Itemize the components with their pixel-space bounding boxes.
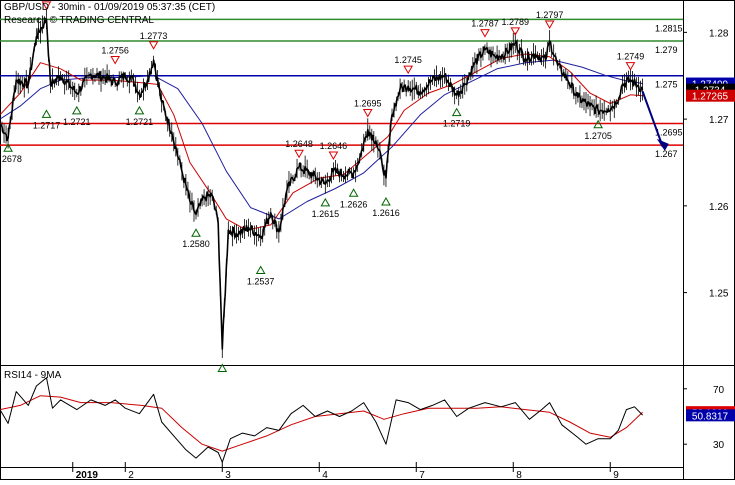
high-marker-label: 1.2789 [502, 17, 530, 27]
low-marker-icon [381, 196, 391, 206]
rsi-line [0, 377, 643, 463]
y-tick-label: 1.25 [709, 289, 729, 300]
low-marker-label: 1.2719 [443, 119, 471, 129]
high-marker-icon [544, 20, 555, 29]
y-tick-label: 1.28 [709, 28, 729, 39]
rsi-badge-50.8317 [686, 409, 735, 422]
y-tick-label: 1.27 [709, 115, 729, 126]
high-marker-label: 1.2695 [354, 98, 382, 108]
forecast-arrow-icon [656, 138, 669, 151]
high-marker-icon [510, 27, 521, 36]
high-marker-label: 1.2773 [140, 31, 168, 41]
high-marker-label: 1.2819 [33, 0, 61, 1]
low-marker-label: 1.2721 [126, 117, 154, 127]
low-marker-icon [320, 197, 331, 207]
low-marker-label: 1.2705 [584, 131, 612, 141]
low-marker-icon [3, 143, 13, 152]
low-marker-icon [348, 188, 359, 197]
x-tick-label-7: 7 [419, 470, 425, 480]
low-marker-label: 1.2580 [182, 239, 210, 249]
low-marker-label: 1.2717 [33, 120, 61, 130]
x-tick-label-8: 8 [516, 470, 522, 480]
high-marker-label: 1.2745 [394, 55, 422, 65]
price-badge-1.27265 [686, 89, 735, 102]
rsi-badge-text-50.8317: 50.8317 [692, 411, 729, 422]
level-label-1.267: 1.267 [655, 149, 678, 159]
level-label-1.2695: 1.2695 [655, 127, 683, 137]
high-marker-icon [625, 62, 636, 71]
high-marker-icon [110, 56, 121, 65]
low-marker-icon [217, 363, 228, 373]
low-marker-icon [451, 107, 462, 117]
high-marker-icon [41, 1, 52, 10]
low-marker-icon [41, 109, 52, 118]
low-marker-icon [134, 105, 145, 115]
low-marker-label: 1.2537 [247, 277, 275, 287]
high-marker-icon [328, 151, 339, 160]
low-marker-label: 1.2626 [340, 199, 368, 209]
rsi-panel: RSI14 - 9MA703053.128950.8317 [0, 370, 735, 463]
high-marker-label: 1.2797 [536, 10, 564, 20]
y-tick-label: 1.26 [709, 202, 729, 213]
low-marker-label: 1.2616 [372, 208, 400, 218]
chart-title: GBP/USD - 30min - 01/09/2019 05:37:35 (C… [4, 2, 215, 13]
level-label-1.275: 1.275 [655, 80, 678, 90]
level-label-1.279: 1.279 [655, 45, 678, 55]
high-marker-icon [403, 65, 414, 75]
low-marker-label: 1.2678 [0, 154, 22, 164]
price-badge-text-1.27265: 1.27265 [692, 92, 729, 103]
high-marker-label: 1.2749 [617, 52, 645, 62]
forecast-line [641, 91, 664, 148]
x-tick-label-3: 3 [225, 470, 231, 480]
x-tick-label-9: 9 [613, 470, 619, 480]
rsi-title: RSI14 - 9MA [4, 370, 62, 381]
x-tick-label-2: 2 [128, 470, 134, 480]
x-tick-label-2019: 2019 [76, 470, 99, 480]
rsi-tick-label: 70 [713, 385, 725, 396]
high-marker-label: 1.2787 [471, 19, 499, 29]
high-marker-icon [362, 108, 373, 118]
low-marker-icon [191, 228, 201, 237]
low-marker-icon [255, 265, 266, 275]
x-tick-label-4: 4 [322, 470, 328, 480]
high-marker-label: 1.2756 [101, 46, 129, 56]
price-line [0, 18, 644, 350]
high-marker-label: 1.2646 [320, 141, 348, 151]
high-marker-icon [148, 41, 159, 50]
low-marker-icon [593, 119, 603, 129]
rsi-tick-label: 30 [713, 440, 725, 451]
high-marker-label: 1.2648 [285, 139, 313, 149]
low-marker-label: 1.2721 [63, 117, 91, 127]
chart-source: Research © TRADING CENTRAL [4, 15, 154, 26]
high-marker-icon [294, 149, 304, 159]
high-marker-icon [480, 29, 490, 38]
rsi-ma-line [0, 395, 643, 452]
low-marker-label: 1.2615 [312, 209, 340, 219]
level-label-1.2815: 1.2815 [655, 23, 683, 33]
low-marker-icon [71, 105, 82, 115]
